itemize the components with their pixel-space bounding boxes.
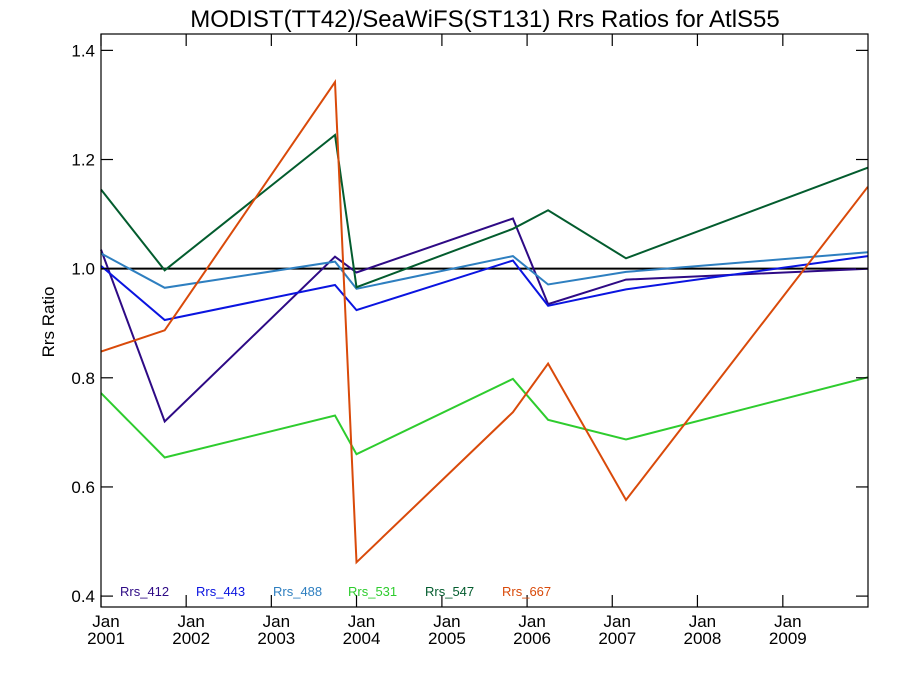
- y-tick-label: 1.0: [71, 260, 95, 279]
- series-line-rrs-488: [100, 251, 868, 290]
- x-tick-label-year: 2004: [343, 629, 381, 648]
- x-tick-label-month: Jan: [689, 612, 716, 631]
- legend-entry-rrs-667: Rrs_667: [502, 584, 551, 599]
- x-tick-label-month: Jan: [604, 612, 631, 631]
- series-line-rrs-547: [100, 133, 869, 289]
- x-tick-label-month: Jan: [263, 612, 290, 631]
- x-tick-label-year: 2001: [87, 629, 125, 648]
- y-tick-label: 1.4: [71, 41, 95, 60]
- series-line-rrs-531: [100, 376, 869, 459]
- y-tick-label: 0.6: [71, 478, 95, 497]
- x-tick-label-month: Jan: [774, 612, 801, 631]
- x-tick-label-month: Jan: [92, 612, 119, 631]
- plot-area: [100, 78, 869, 565]
- x-tick-label-year: 2009: [769, 629, 807, 648]
- x-tick-label-year: 2007: [598, 629, 636, 648]
- x-tick-label-year: 2002: [172, 629, 210, 648]
- x-tick-label-month: Jan: [348, 612, 375, 631]
- x-tick-label-month: Jan: [177, 612, 204, 631]
- x-tick-label-year: 2005: [428, 629, 466, 648]
- legend-entry-rrs-531: Rrs_531: [348, 584, 397, 599]
- axis-ticks: 0.40.60.81.01.21.4Jan2001Jan2002Jan2003J…: [71, 34, 868, 648]
- y-axis-label: Rrs Ratio: [39, 287, 58, 358]
- y-tick-label: 0.4: [71, 587, 95, 606]
- x-tick-label-year: 2003: [257, 629, 295, 648]
- plot-frame: [100, 33, 869, 608]
- series-line-rrs-443: [100, 255, 868, 322]
- y-tick-label: 1.2: [71, 151, 95, 170]
- legend-entry-rrs-547: Rrs_547: [425, 584, 474, 599]
- y-tick-label: 0.8: [71, 369, 95, 388]
- chart-title: MODIST(TT42)/SeaWiFS(ST131) Rrs Ratios f…: [190, 6, 779, 33]
- legend-entry-rrs-488: Rrs_488: [273, 584, 322, 599]
- legend-entry-rrs-412: Rrs_412: [120, 584, 169, 599]
- x-tick-label-month: Jan: [433, 612, 460, 631]
- legend: Rrs_412 Rrs_443 Rrs_488 Rrs_531 Rrs_547 Rrs_6…: [120, 584, 551, 599]
- legend-entry-rrs-443: Rrs_443: [196, 584, 245, 599]
- series-line-rrs-412: [100, 217, 868, 424]
- x-tick-label-year: 2008: [684, 629, 722, 648]
- series-line-rrs-667: [100, 78, 869, 565]
- x-tick-label-year: 2006: [513, 629, 551, 648]
- x-tick-label-month: Jan: [518, 612, 545, 631]
